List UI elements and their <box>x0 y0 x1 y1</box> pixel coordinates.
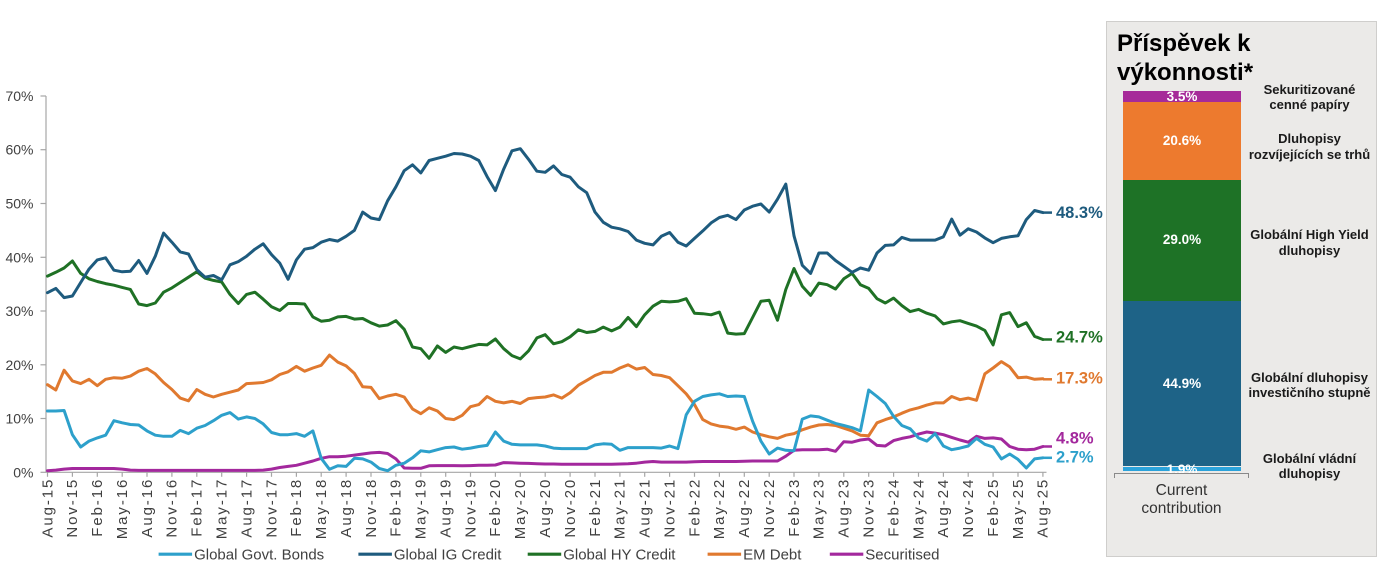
svg-text:May-19: May-19 <box>413 478 430 539</box>
svg-text:Aug-20: Aug-20 <box>537 478 554 538</box>
svg-text:Aug-18: Aug-18 <box>338 478 355 538</box>
svg-text:Aug-22: Aug-22 <box>736 478 753 538</box>
svg-text:Feb-25: Feb-25 <box>985 478 1002 537</box>
svg-text:Aug-17: Aug-17 <box>238 478 255 538</box>
svg-text:Nov-22: Nov-22 <box>761 478 778 538</box>
svg-text:Aug-23: Aug-23 <box>836 478 853 538</box>
svg-text:Feb-22: Feb-22 <box>686 478 703 537</box>
svg-text:0%: 0% <box>13 464 33 480</box>
svg-text:17.3%: 17.3% <box>1056 370 1103 388</box>
svg-text:May-23: May-23 <box>811 478 828 539</box>
svg-text:May-21: May-21 <box>612 478 629 539</box>
svg-text:70%: 70% <box>5 88 33 104</box>
svg-text:30%: 30% <box>5 303 33 319</box>
svg-text:May-25: May-25 <box>1010 478 1027 539</box>
svg-text:2.7%: 2.7% <box>1056 449 1094 467</box>
svg-text:Aug-21: Aug-21 <box>637 478 654 538</box>
svg-text:Aug-25: Aug-25 <box>1035 478 1052 538</box>
svg-text:May-20: May-20 <box>512 478 529 539</box>
svg-text:Nov-15: Nov-15 <box>64 478 81 538</box>
svg-text:Securitised: Securitised <box>865 547 939 564</box>
svg-text:40%: 40% <box>5 249 33 265</box>
svg-text:Nov-20: Nov-20 <box>562 478 579 538</box>
svg-text:May-17: May-17 <box>214 478 231 539</box>
svg-text:48.3%: 48.3% <box>1056 204 1103 222</box>
svg-text:Feb-19: Feb-19 <box>388 478 405 537</box>
svg-text:Global IG Credit: Global IG Credit <box>394 547 502 564</box>
svg-text:Feb-20: Feb-20 <box>487 478 504 537</box>
svg-text:Feb-17: Feb-17 <box>189 478 206 537</box>
svg-text:Feb-23: Feb-23 <box>786 478 803 537</box>
svg-text:50%: 50% <box>5 196 33 212</box>
svg-text:4.8%: 4.8% <box>1056 430 1094 448</box>
svg-text:EM Debt: EM Debt <box>743 547 802 564</box>
svg-text:Feb-16: Feb-16 <box>89 478 106 537</box>
svg-text:Aug-16: Aug-16 <box>139 478 156 538</box>
svg-text:Nov-24: Nov-24 <box>960 478 977 538</box>
svg-text:Nov-17: Nov-17 <box>263 478 280 538</box>
svg-text:Feb-21: Feb-21 <box>587 478 604 537</box>
svg-text:May-16: May-16 <box>114 478 131 539</box>
svg-text:Nov-23: Nov-23 <box>861 478 878 538</box>
svg-text:Nov-21: Nov-21 <box>661 478 678 538</box>
svg-text:May-22: May-22 <box>711 478 728 539</box>
svg-text:Aug-24: Aug-24 <box>935 478 952 538</box>
svg-text:60%: 60% <box>5 142 33 158</box>
svg-text:Nov-19: Nov-19 <box>462 478 479 538</box>
svg-text:Global Govt. Bonds: Global Govt. Bonds <box>194 547 324 564</box>
svg-text:Aug-19: Aug-19 <box>438 478 455 538</box>
svg-text:Feb-18: Feb-18 <box>288 478 305 537</box>
svg-text:May-18: May-18 <box>313 478 330 539</box>
svg-text:May-24: May-24 <box>910 478 927 539</box>
svg-text:Aug-15: Aug-15 <box>39 478 56 538</box>
svg-text:Feb-24: Feb-24 <box>885 478 902 537</box>
svg-text:Nov-18: Nov-18 <box>363 478 380 538</box>
svg-text:20%: 20% <box>5 357 33 373</box>
svg-text:10%: 10% <box>5 411 33 427</box>
svg-text:Nov-16: Nov-16 <box>164 478 181 538</box>
svg-text:Global HY Credit: Global HY Credit <box>563 547 676 564</box>
svg-text:24.7%: 24.7% <box>1056 329 1103 347</box>
